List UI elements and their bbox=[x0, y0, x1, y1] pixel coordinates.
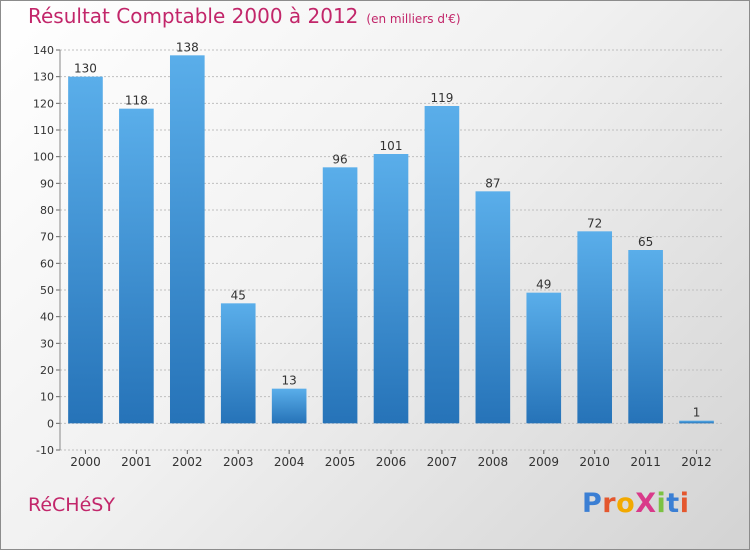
bar bbox=[68, 76, 103, 424]
x-tick-label: 2000 bbox=[70, 455, 101, 469]
bars bbox=[68, 55, 714, 424]
bar bbox=[628, 250, 663, 424]
x-tick-label: 2008 bbox=[478, 455, 509, 469]
x-tick-label: 2007 bbox=[427, 455, 458, 469]
x-tick-label: 2012 bbox=[681, 455, 712, 469]
x-tick-label: 2011 bbox=[630, 455, 661, 469]
x-tick-label: 2004 bbox=[274, 455, 305, 469]
data-label: 49 bbox=[536, 278, 551, 292]
y-tick-label: 110 bbox=[33, 124, 54, 137]
data-label: 130 bbox=[74, 62, 97, 76]
y-tick-label: 100 bbox=[33, 151, 54, 164]
logo-letter: i bbox=[656, 488, 667, 519]
bar bbox=[373, 154, 409, 424]
logo-letter: r bbox=[602, 488, 617, 519]
data-label: 138 bbox=[176, 40, 199, 54]
chart-title: Résultat Comptable 2000 à 2012 bbox=[28, 4, 359, 28]
data-label: 87 bbox=[485, 176, 500, 190]
y-tick-label: 80 bbox=[40, 204, 54, 217]
logo-letter: t bbox=[666, 488, 680, 519]
commune-name: RéCHéSY bbox=[28, 494, 115, 516]
y-tick-label: 10 bbox=[40, 391, 54, 404]
logo-letter: o bbox=[616, 488, 636, 519]
labels: -10 0 10 20 30 40 50 60 70 80 90 100 110 120 130 140 130… bbox=[33, 40, 712, 469]
y-tick-label: 90 bbox=[40, 177, 54, 190]
data-label: 72 bbox=[587, 216, 602, 230]
proxiti-logo: ProXiti bbox=[582, 488, 689, 519]
x-tick-label: 2003 bbox=[223, 455, 254, 469]
bar bbox=[679, 420, 714, 424]
x-tick-label: 2006 bbox=[376, 455, 407, 469]
x-tick-label: 2005 bbox=[325, 455, 356, 469]
data-label: 65 bbox=[638, 235, 653, 249]
bar bbox=[220, 303, 256, 424]
y-tick-label: 20 bbox=[40, 364, 54, 377]
y-tick-label: 60 bbox=[40, 257, 54, 270]
bar bbox=[169, 55, 205, 424]
x-tick-label: 2001 bbox=[121, 455, 152, 469]
y-tick-label: 130 bbox=[33, 71, 54, 84]
y-tick-label: 140 bbox=[33, 44, 54, 57]
data-label: 1 bbox=[693, 406, 701, 420]
x-tick-label: 2010 bbox=[579, 455, 610, 469]
y-tick-label: 50 bbox=[40, 284, 54, 297]
data-label: 45 bbox=[231, 288, 246, 302]
data-label: 119 bbox=[430, 91, 453, 105]
data-label: 13 bbox=[282, 374, 297, 388]
y-tick-label: 120 bbox=[33, 97, 54, 110]
axes bbox=[56, 49, 698, 454]
bar bbox=[577, 231, 613, 424]
logo-letter: P bbox=[582, 488, 603, 519]
y-tick-label: 30 bbox=[40, 337, 54, 350]
bar bbox=[475, 191, 511, 424]
y-tick-label: 40 bbox=[40, 311, 54, 324]
bar bbox=[271, 388, 307, 424]
bar bbox=[322, 167, 358, 424]
data-label: 96 bbox=[332, 152, 347, 166]
logo-letter: i bbox=[679, 488, 690, 519]
chart-unit: (en milliers d'€) bbox=[366, 12, 461, 26]
bar bbox=[526, 292, 562, 424]
x-tick-label: 2009 bbox=[528, 455, 559, 469]
data-label: 101 bbox=[380, 139, 403, 153]
logo-letter: X bbox=[635, 488, 657, 519]
x-tick-label: 2002 bbox=[172, 455, 203, 469]
y-tick-label: -10 bbox=[36, 444, 54, 457]
data-label: 118 bbox=[125, 94, 148, 108]
y-tick-label: 70 bbox=[40, 231, 54, 244]
bar bbox=[424, 106, 460, 424]
chart-title-block: Résultat Comptable 2000 à 2012 (en millie… bbox=[28, 4, 461, 28]
bar bbox=[119, 108, 154, 424]
y-tick-label: 0 bbox=[47, 417, 54, 430]
